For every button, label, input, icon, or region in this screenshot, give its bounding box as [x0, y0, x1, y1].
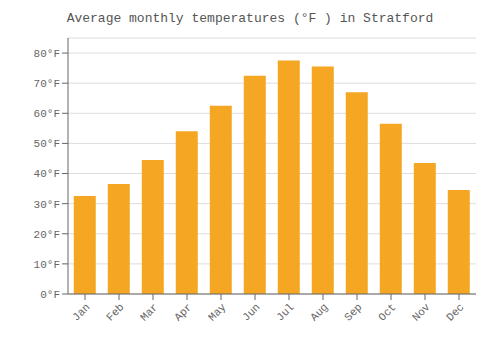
svg-text:20°F: 20°F	[34, 229, 60, 241]
svg-text:Mar: Mar	[138, 301, 160, 323]
svg-text:Dec: Dec	[444, 301, 466, 323]
svg-text:30°F: 30°F	[34, 199, 60, 211]
svg-text:40°F: 40°F	[34, 168, 60, 180]
svg-text:Aug: Aug	[308, 301, 330, 323]
svg-text:70°F: 70°F	[34, 78, 60, 90]
svg-text:50°F: 50°F	[34, 138, 60, 150]
svg-text:Jan: Jan	[70, 301, 92, 323]
svg-text:Oct: Oct	[376, 301, 398, 323]
html-text:Average monthly temperatures (: Average monthly temperatures (°F ) in St…	[66, 11, 434, 26]
svg-text:80°F: 80°F	[34, 48, 60, 60]
svg-text:Apr: Apr	[172, 301, 194, 323]
svg-text:60°F: 60°F	[34, 108, 60, 120]
svg-text:Feb: Feb	[104, 301, 126, 323]
svg-text:10°F: 10°F	[34, 259, 60, 271]
svg-text:May: May	[206, 301, 229, 324]
svg-text:Nov: Nov	[410, 301, 433, 324]
svg-text:Jun: Jun	[240, 301, 262, 323]
svg-text:Jul: Jul	[274, 301, 296, 323]
svg-text:Sep: Sep	[342, 301, 364, 323]
svg-text:0°F: 0°F	[40, 289, 60, 301]
